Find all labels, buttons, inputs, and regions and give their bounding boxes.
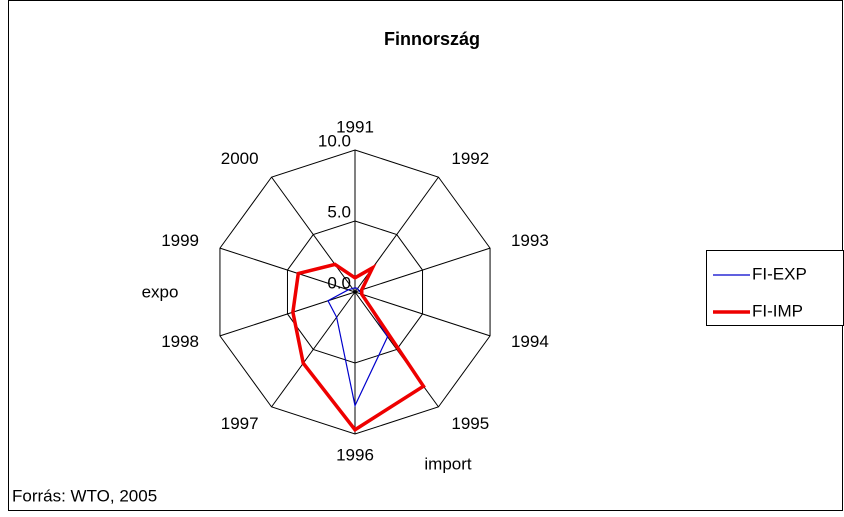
legend-label: FI-EXP xyxy=(752,264,807,283)
category-label: 1996 xyxy=(336,445,374,464)
r-tick-label: 10.0 xyxy=(318,131,351,150)
spoke xyxy=(354,291,491,337)
spoke xyxy=(354,247,491,293)
annotation: import xyxy=(424,454,472,473)
r-tick-label: 5.0 xyxy=(327,202,351,221)
chart-border xyxy=(8,0,843,511)
category-label: 1994 xyxy=(511,332,549,351)
category-label: 1993 xyxy=(511,231,549,250)
category-label: 1991 xyxy=(336,117,374,136)
chart-title: Finnország xyxy=(384,29,480,49)
series-line xyxy=(291,262,426,433)
spoke xyxy=(219,291,356,337)
spoke xyxy=(271,291,356,408)
category-label: 1992 xyxy=(451,149,489,168)
category-label: 1998 xyxy=(161,332,199,351)
spoke xyxy=(219,247,356,293)
legend-label: FI-IMP xyxy=(752,301,803,320)
annotation: expo xyxy=(142,282,179,301)
category-label: 1995 xyxy=(451,414,489,433)
spoke xyxy=(271,176,356,293)
category-label: 2000 xyxy=(221,149,259,168)
category-label: 1999 xyxy=(161,231,199,250)
series-line xyxy=(327,287,389,408)
source-note: Forrás: WTO, 2005 xyxy=(12,486,157,505)
category-label: 1997 xyxy=(221,414,259,433)
